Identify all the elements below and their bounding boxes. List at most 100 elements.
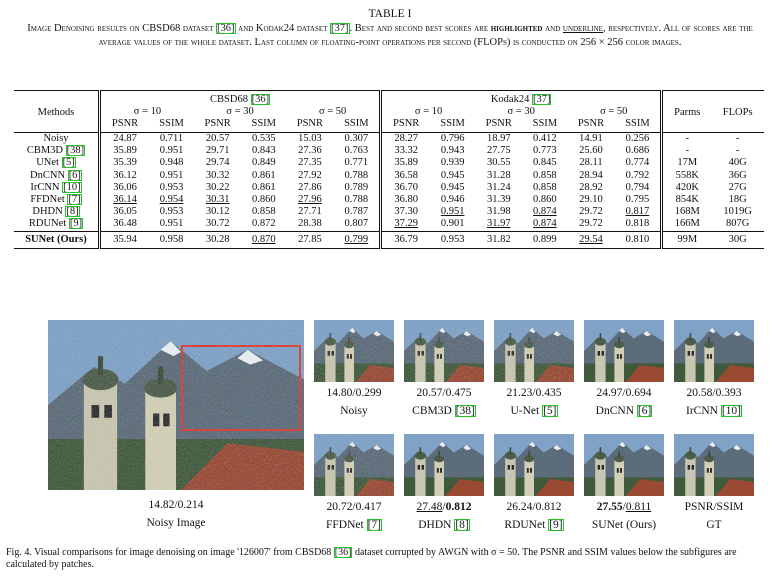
table-cell: - bbox=[660, 132, 712, 146]
table-cell: 0.872 bbox=[251, 218, 276, 230]
thumbnail-label: SUNet (Ours) bbox=[591, 519, 657, 531]
table-cell: 31.82 bbox=[475, 230, 523, 249]
thumbnail-label: GT bbox=[706, 519, 722, 531]
header-ssim: SSIM bbox=[614, 118, 662, 133]
table-row: IrCNN [10] 36.06 0.953 30.22 0.861 27.86 0.789… bbox=[14, 181, 764, 194]
thumbnail-image bbox=[404, 434, 484, 496]
citation-link[interactable]: [36] bbox=[216, 23, 236, 34]
table-cell: 0.771 bbox=[344, 157, 369, 169]
table-cell: 0.412 bbox=[533, 133, 557, 145]
citation-link[interactable]: [38] bbox=[454, 405, 476, 417]
table-cell: 28.94 bbox=[579, 169, 603, 181]
table-cell: 17M bbox=[660, 157, 712, 170]
method-name: DnCNN [6] bbox=[30, 169, 82, 181]
table-ours: SUNet (Ours) 35.94 0.958 30.28 0.870 27.85 0.7… bbox=[14, 230, 764, 249]
table-cell: 0.954 bbox=[159, 194, 184, 206]
citation-link[interactable]: [9] bbox=[548, 519, 564, 531]
table-cell: 0.845 bbox=[533, 157, 557, 169]
table-title: TABLE I bbox=[368, 8, 412, 20]
header-sigma: σ = 10 bbox=[379, 106, 476, 118]
citation-link[interactable]: [6] bbox=[67, 169, 82, 181]
table-cell: 30.28 bbox=[193, 230, 242, 249]
table-cell: 28.27 bbox=[379, 132, 431, 146]
table-cell: 27.85 bbox=[286, 230, 334, 249]
header-ssim: SSIM bbox=[522, 118, 568, 133]
table-cell: 0.939 bbox=[440, 157, 465, 169]
method-name: CBM3D [38] bbox=[26, 145, 86, 157]
table-cell: 0.951 bbox=[440, 206, 465, 218]
citation-link[interactable]: [5] bbox=[542, 405, 558, 417]
thumbnail-score: 20.72/0.417 bbox=[326, 501, 382, 513]
citation-link[interactable]: [10] bbox=[62, 181, 82, 193]
citation-link[interactable]: [10] bbox=[720, 405, 742, 417]
thumbnail-image bbox=[674, 320, 754, 382]
table-cell: 28.11 bbox=[579, 157, 603, 169]
header-sigma: σ = 10 bbox=[97, 106, 194, 118]
table-cell: 420K bbox=[660, 181, 712, 194]
table-cell: 0.256 bbox=[625, 133, 650, 145]
thumbnail-score: 26.24/0.812 bbox=[506, 501, 562, 513]
table-cell: 36.48 bbox=[98, 218, 150, 231]
thumbnail-image bbox=[494, 320, 574, 382]
header-psnr: PSNR bbox=[286, 118, 334, 133]
table-cell: 99M bbox=[660, 230, 712, 249]
thumbnail-label: DnCNN [6] bbox=[595, 405, 653, 417]
noisy-image bbox=[48, 320, 304, 490]
table-cell: 15.03 bbox=[298, 133, 322, 145]
table-cell: 0.818 bbox=[625, 218, 650, 230]
citation-link[interactable]: [7] bbox=[67, 194, 82, 206]
table-cell: 25.60 bbox=[579, 145, 603, 157]
table-cell: 0.953 bbox=[430, 230, 476, 249]
header-psnr: PSNR bbox=[379, 118, 431, 133]
header-sigma: σ = 50 bbox=[600, 106, 628, 117]
thumbnail-score: 27.55/0.811 bbox=[596, 501, 652, 513]
table-cell: 24.87 bbox=[98, 132, 150, 146]
table-cell: 36.80 bbox=[379, 193, 431, 207]
citation-link[interactable]: [6] bbox=[636, 405, 653, 417]
table-cell: 0.858 bbox=[251, 206, 276, 218]
table-cell: 0.788 bbox=[344, 194, 369, 206]
citation-link[interactable]: [37] bbox=[330, 23, 350, 34]
table-row: RDUNet [9] 36.48 0.951 30.72 0.872 28.38 0.807… bbox=[14, 218, 764, 231]
table-cell: 35.39 bbox=[98, 157, 150, 170]
caption-text: dataset corrupted by AWGN with σ = 50. T… bbox=[6, 547, 737, 570]
citation-link[interactable]: [7] bbox=[366, 519, 382, 531]
table-cell: 36.12 bbox=[98, 169, 150, 182]
header-sigma: σ = 30 bbox=[507, 106, 535, 117]
citation-link[interactable]: [38] bbox=[65, 145, 86, 157]
table-cell: 1019G bbox=[723, 206, 752, 218]
citation-link[interactable]: [8] bbox=[454, 519, 470, 531]
table-cell: 28.38 bbox=[298, 218, 322, 230]
thumbnail-image bbox=[584, 434, 664, 496]
figure-caption: Fig. 4. Visual comparisons for image den… bbox=[6, 547, 776, 571]
header-sigma: σ = 30 bbox=[226, 106, 254, 117]
method-name: IrCNN [10] bbox=[30, 181, 82, 193]
table-cell: 0.901 bbox=[440, 218, 465, 230]
crop-box bbox=[181, 345, 301, 431]
table-cell: 29.74 bbox=[205, 157, 230, 169]
citation-link[interactable]: [37] bbox=[531, 94, 552, 105]
table-cell: 0.860 bbox=[251, 194, 276, 206]
table-cell: 0.953 bbox=[159, 181, 184, 193]
citation-link[interactable]: [9] bbox=[68, 218, 84, 230]
citation-link[interactable]: [5] bbox=[61, 157, 76, 169]
thumbnail-label: U-Net [5] bbox=[510, 405, 558, 417]
caption-text: , respectively. All of scores are the av… bbox=[98, 23, 753, 48]
citation-link[interactable]: [8] bbox=[65, 206, 80, 218]
caption-bold: highlighted bbox=[490, 23, 543, 34]
citation-link[interactable]: [36] bbox=[333, 547, 353, 558]
header-ssim: SSIM bbox=[241, 118, 287, 133]
table-cell: 0.711 bbox=[159, 133, 184, 145]
table-cell: 31.98 bbox=[486, 206, 511, 218]
citation-link[interactable]: [36] bbox=[250, 94, 271, 105]
table-cell: 27.35 bbox=[298, 157, 322, 169]
table-cell: 0.858 bbox=[533, 169, 557, 181]
table-cell: 0.945 bbox=[440, 169, 465, 181]
table-cell: 0.794 bbox=[625, 181, 650, 193]
table-cell: 33.32 bbox=[379, 145, 431, 158]
table-cell: 0.958 bbox=[149, 230, 194, 249]
thumbnail-score: 21.23/0.435 bbox=[506, 387, 562, 399]
thumbnail-score: 20.57/0.475 bbox=[416, 387, 472, 399]
table-cell: 0.945 bbox=[440, 181, 465, 193]
table-cell: 36.06 bbox=[98, 181, 150, 194]
